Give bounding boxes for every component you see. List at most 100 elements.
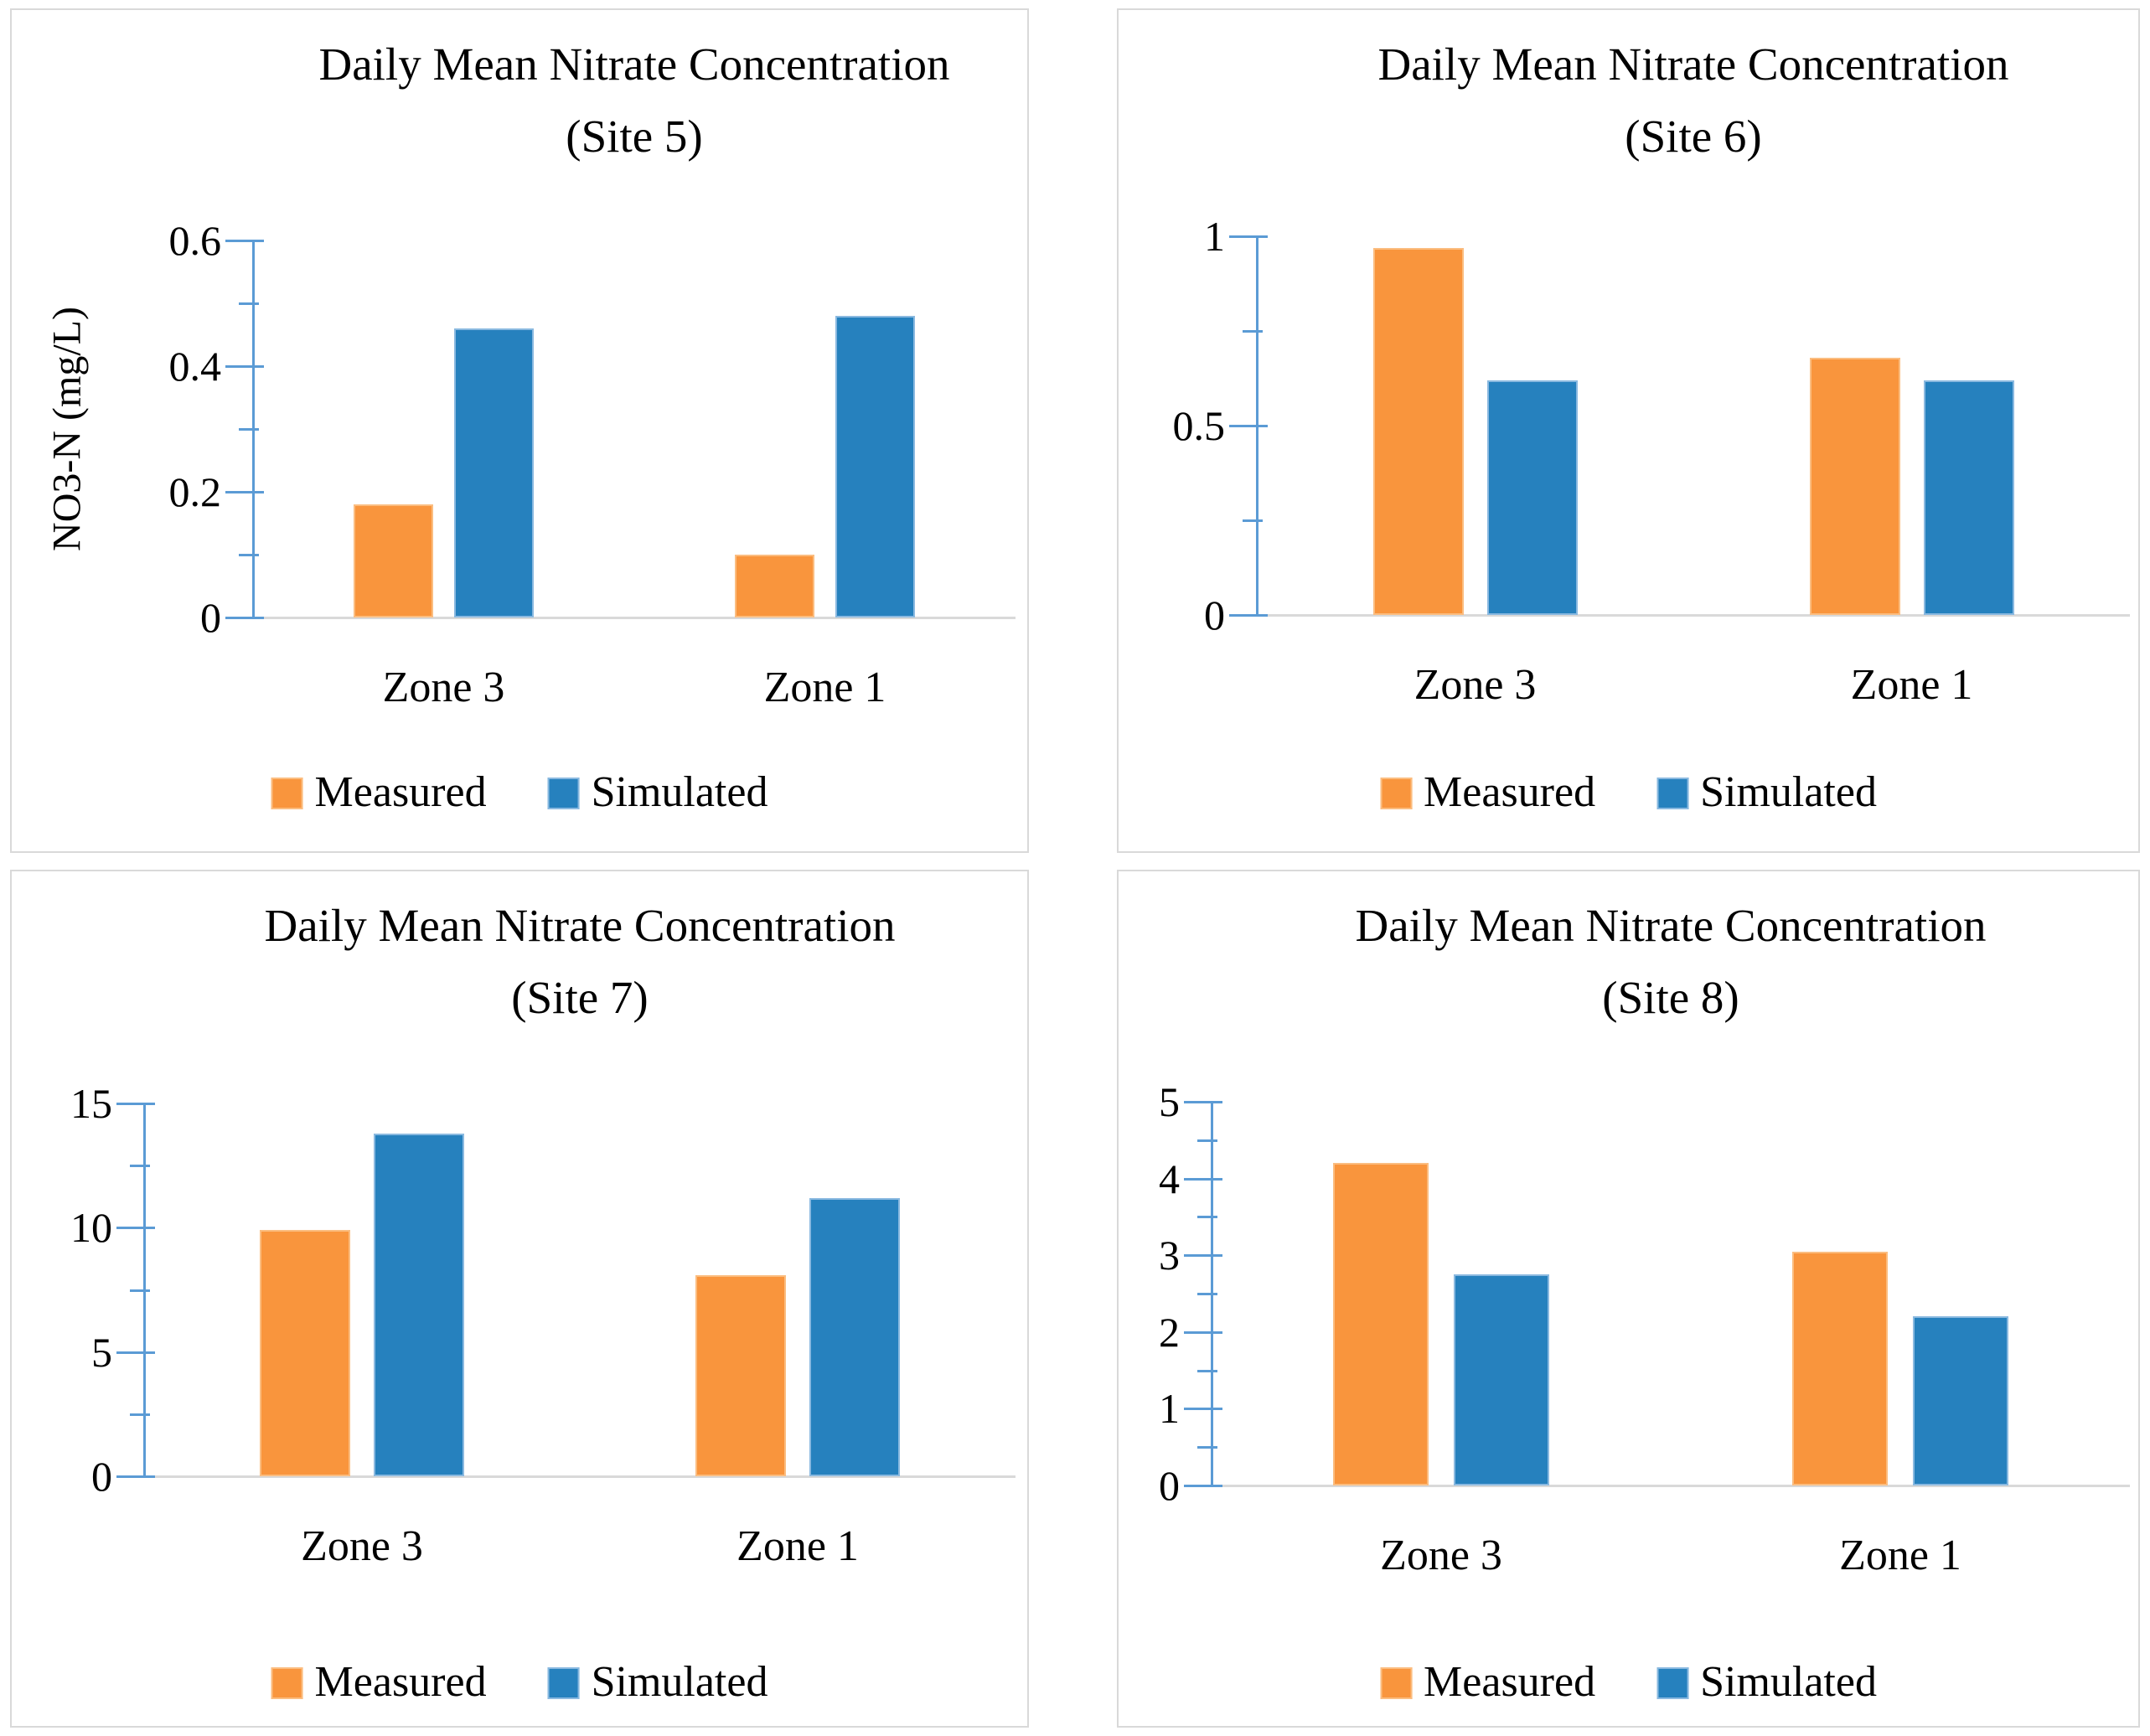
y-axis-tick-label: 0.2 bbox=[168, 468, 222, 515]
chart-title-line1: Daily Mean Nitrate Concentration bbox=[1355, 900, 1987, 951]
plot-area: 15 10 5 0 bbox=[12, 871, 1027, 1726]
legend: Measured Simulated bbox=[246, 771, 793, 814]
category-label-zone3: Zone 3 bbox=[1380, 1532, 1502, 1579]
category-label-zone1: Zone 1 bbox=[1839, 1532, 1961, 1579]
bar-measured-zone3 bbox=[1373, 248, 1464, 615]
y-axis-minor-tick bbox=[239, 428, 259, 431]
y-axis-tick-label: 10 bbox=[70, 1204, 112, 1252]
legend-item-simulated: Simulated bbox=[1656, 768, 1877, 816]
y-axis-major-tick bbox=[116, 1103, 155, 1105]
y-axis-major-tick bbox=[116, 1227, 155, 1230]
y-axis-minor-tick bbox=[239, 302, 259, 305]
legend-swatch-measured bbox=[271, 778, 303, 809]
chart-title: Daily Mean Nitrate Concentration (Site 5… bbox=[319, 28, 950, 173]
legend-label-measured: Measured bbox=[1424, 768, 1596, 816]
legend-item-measured: Measured bbox=[1380, 768, 1595, 816]
y-axis-minor-tick bbox=[1197, 1139, 1217, 1142]
chart-title-line2: (Site 6) bbox=[1625, 111, 1762, 162]
category-label-zone1: Zone 1 bbox=[763, 664, 886, 711]
y-axis-major-tick bbox=[1229, 235, 1268, 238]
y-axis-minor-tick bbox=[1243, 330, 1263, 333]
y-axis-major-tick bbox=[225, 365, 264, 368]
legend-swatch-simulated bbox=[547, 1667, 580, 1699]
legend: Measured Simulated bbox=[1355, 1661, 1902, 1704]
y-axis-major-tick bbox=[1184, 1101, 1222, 1103]
bar-measured-zone1 bbox=[695, 1275, 786, 1476]
chart-title: Daily Mean Nitrate Concentration (Site 8… bbox=[1356, 890, 1987, 1034]
y-axis-tick-label: 0 bbox=[91, 1453, 112, 1500]
y-axis-tick-label: 2 bbox=[1159, 1308, 1180, 1356]
y-axis-major-tick bbox=[1229, 425, 1268, 427]
legend-label-measured: Measured bbox=[314, 1658, 487, 1706]
bar-simulated-zone3 bbox=[1487, 380, 1578, 615]
y-axis-tick-label: 0.4 bbox=[168, 343, 222, 390]
y-axis-major-tick bbox=[225, 617, 264, 619]
bar-measured-zone1 bbox=[1810, 358, 1900, 615]
y-axis-major-tick bbox=[1229, 614, 1268, 617]
chart-title-line1: Daily Mean Nitrate Concentration bbox=[318, 39, 950, 90]
legend-swatch-measured bbox=[1380, 778, 1413, 809]
legend-item-simulated: Simulated bbox=[547, 768, 768, 816]
bar-simulated-zone1 bbox=[809, 1198, 900, 1476]
y-axis-major-tick bbox=[116, 1475, 155, 1478]
bar-simulated-zone3 bbox=[1454, 1274, 1549, 1485]
legend-label-measured: Measured bbox=[314, 768, 487, 816]
y-axis-tick-label: 0 bbox=[200, 594, 221, 641]
legend-item-simulated: Simulated bbox=[547, 1658, 767, 1706]
x-axis-line bbox=[144, 1475, 1016, 1478]
legend-swatch-measured bbox=[1380, 1667, 1413, 1699]
y-axis-major-tick bbox=[1184, 1177, 1222, 1181]
legend: Measured Simulated bbox=[246, 1661, 793, 1704]
y-axis-tick-label: 5 bbox=[91, 1328, 112, 1376]
chart-panel-site8: Daily Mean Nitrate Concentration (Site 8… bbox=[1117, 870, 2140, 1728]
bar-measured-zone3 bbox=[260, 1230, 350, 1476]
category-label-zone3: Zone 3 bbox=[301, 1522, 423, 1570]
y-axis-minor-tick bbox=[130, 1165, 150, 1168]
chart-title: Daily Mean Nitrate Concentration (Site 7… bbox=[265, 890, 896, 1034]
bar-simulated-zone1 bbox=[1924, 380, 2014, 615]
legend-item-simulated: Simulated bbox=[1656, 1658, 1877, 1706]
y-axis-minor-tick bbox=[130, 1413, 150, 1416]
y-axis-tick-label: 4 bbox=[1159, 1155, 1180, 1202]
chart-title-line2: (Site 7) bbox=[511, 972, 649, 1023]
legend-item-measured: Measured bbox=[1380, 1658, 1595, 1706]
legend-label-simulated: Simulated bbox=[591, 768, 768, 816]
x-axis-line bbox=[1257, 614, 2130, 617]
y-axis-tick-label: 5 bbox=[1159, 1078, 1180, 1125]
plot-area: 1 0.5 0 bbox=[1119, 10, 2138, 851]
y-axis-minor-tick bbox=[1243, 519, 1263, 522]
y-axis-minor-tick bbox=[130, 1289, 150, 1292]
bar-measured-zone3 bbox=[354, 504, 433, 617]
y-axis-tick-label: 0.6 bbox=[168, 217, 222, 264]
bar-measured-zone1 bbox=[1792, 1252, 1888, 1485]
bar-simulated-zone3 bbox=[454, 328, 534, 617]
legend-swatch-simulated bbox=[1656, 1667, 1689, 1699]
bar-simulated-zone1 bbox=[835, 316, 915, 617]
y-axis-tick-label: 3 bbox=[1159, 1232, 1180, 1279]
y-axis-tick-label: 1 bbox=[1159, 1385, 1180, 1433]
bar-simulated-zone1 bbox=[1913, 1316, 2008, 1485]
bar-measured-zone1 bbox=[735, 555, 814, 617]
y-axis-major-tick bbox=[1184, 1254, 1222, 1258]
legend-item-measured: Measured bbox=[271, 768, 487, 816]
chart-title-line2: (Site 5) bbox=[566, 111, 703, 162]
legend-swatch-simulated bbox=[547, 778, 580, 809]
chart-title: Daily Mean Nitrate Concentration (Site 6… bbox=[1378, 28, 2009, 173]
plot-area: 0.6 0.4 0.2 0 bbox=[12, 10, 1027, 851]
legend-swatch-simulated bbox=[1656, 778, 1689, 809]
bar-simulated-zone3 bbox=[374, 1134, 464, 1476]
y-axis-major-tick bbox=[1184, 1408, 1222, 1411]
y-axis-major-tick bbox=[225, 491, 264, 493]
chart-panel-site6: Daily Mean Nitrate Concentration (Site 6… bbox=[1117, 8, 2140, 853]
category-label-zone3: Zone 3 bbox=[382, 664, 505, 711]
y-axis-tick-label: 0 bbox=[1159, 1462, 1180, 1509]
chart-panel-site7: Daily Mean Nitrate Concentration (Site 7… bbox=[10, 870, 1029, 1728]
category-label-zone1: Zone 1 bbox=[736, 1522, 859, 1570]
y-axis-major-tick bbox=[1184, 1330, 1222, 1334]
category-label-zone1: Zone 1 bbox=[1850, 661, 1973, 709]
legend-swatch-measured bbox=[271, 1667, 303, 1699]
category-label-zone3: Zone 3 bbox=[1414, 661, 1537, 709]
y-axis-major-tick bbox=[1184, 1485, 1222, 1487]
chart-title-line1: Daily Mean Nitrate Concentration bbox=[264, 900, 896, 951]
